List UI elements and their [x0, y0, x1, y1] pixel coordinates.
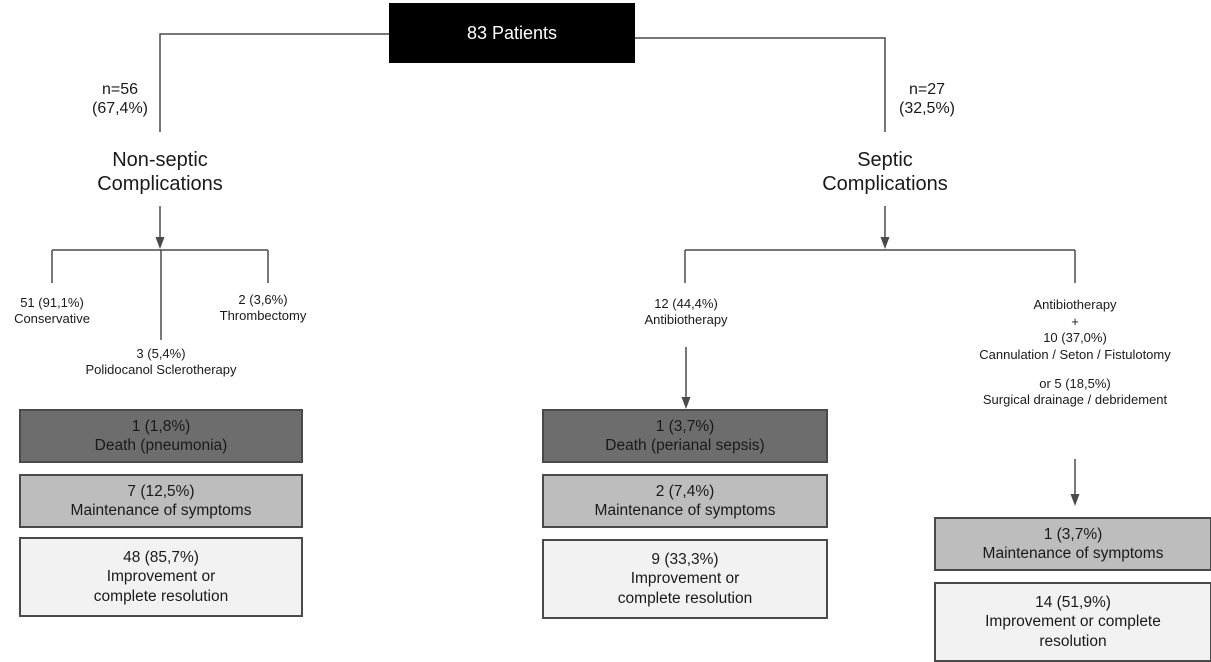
outcome-left-maintenance: 7 (12,5%) Maintenance of symptoms [19, 474, 303, 528]
septic-title-line1: Septic [857, 149, 913, 171]
outcome-left-improvement-count: 48 (85,7%) [123, 548, 199, 566]
outcome-left-death-label: Death (pneumonia) [94, 437, 228, 454]
root-label: 83 Patients [466, 22, 558, 43]
septic-title: Septic Complications [785, 148, 985, 196]
treatment-antibiotherapy: 12 (44,4%) Antibiotherapy [626, 296, 746, 327]
outcome-left-maintenance-label: Maintenance of symptoms [70, 502, 252, 519]
treatment-antibiotherapy-label: Antibiotherapy [644, 311, 728, 327]
left-n: n=56 [101, 81, 139, 98]
outcome-septic-improvement-label2: complete resolution [617, 589, 753, 607]
outcome-septic-improvement-label1: Improvement or [630, 570, 740, 588]
outcome-combined-maintenance-label: Maintenance of symptoms [982, 545, 1164, 562]
treatment-conservative-label: Conservative [14, 310, 90, 326]
treatment-drainage-label: Surgical drainage / debridement [982, 392, 1168, 408]
non-septic-title-line1: Non-septic [112, 149, 208, 171]
outcome-left-improvement-label1: Improvement or [106, 568, 216, 586]
root-node: 83 Patients [389, 3, 635, 63]
outcome-combined-improvement-count: 14 (51,9%) [1035, 593, 1111, 611]
outcome-left-improvement-label2: complete resolution [93, 587, 229, 605]
non-septic-title: Non-septic Complications [60, 148, 260, 196]
root-left-branch-line [159, 33, 389, 132]
outcome-combined-improvement-label1: Improvement or complete [985, 613, 1161, 631]
outcome-septic-improvement: 9 (33,3%) Improvement or complete resolu… [542, 539, 828, 619]
outcome-septic-death-label: Death (perianal sepsis) [605, 437, 765, 454]
treatment-thrombectomy-label: Thrombectomy [219, 307, 307, 323]
outcome-septic-death-count: 1 (3,7%) [655, 417, 715, 435]
treatment-thrombectomy-count: 2 (3,6%) [238, 292, 288, 307]
treatment-combined-count: 10 (37,0%) [1043, 330, 1107, 346]
outcome-left-maintenance-count: 7 (12,5%) [127, 482, 195, 500]
treatment-antibiotherapy-count: 12 (44,4%) [654, 296, 718, 311]
treatment-drainage-count: or 5 (18,5%) [1039, 375, 1111, 391]
outcome-left-death-count: 1 (1,8%) [131, 417, 191, 435]
right-n: n=27 [908, 81, 946, 98]
left-count-label: n=56 (67,4%) [85, 80, 155, 118]
septic-title-line2: Complications [822, 173, 948, 195]
outcome-septic-maintenance-count: 2 (7,4%) [655, 482, 715, 500]
outcome-left-death: 1 (1,8%) Death (pneumonia) [19, 409, 303, 463]
left-pct: (67,4%) [91, 100, 149, 118]
right-count-label: n=27 (32,5%) [892, 80, 962, 118]
outcome-septic-death: 1 (3,7%) Death (perianal sepsis) [542, 409, 828, 463]
treatment-sclerotherapy: 3 (5,4%) Polidocanol Sclerotherapy [66, 346, 256, 377]
outcome-septic-improvement-count: 9 (33,3%) [651, 550, 719, 568]
root-right-branch-line [635, 37, 886, 132]
outcome-septic-maintenance: 2 (7,4%) Maintenance of symptoms [542, 474, 828, 528]
outcome-septic-maintenance-label: Maintenance of symptoms [594, 502, 776, 519]
non-septic-title-line2: Complications [97, 173, 223, 195]
treatment-conservative: 51 (91,1%) Conservative [0, 295, 107, 326]
outcome-combined-maintenance: 1 (3,7%) Maintenance of symptoms [934, 517, 1211, 571]
treatment-thrombectomy: 2 (3,6%) Thrombectomy [205, 292, 321, 323]
treatment-combined-line1: Antibiotherapy [1033, 297, 1117, 312]
treatment-combined-label: Cannulation / Seton / Fistulotomy [979, 346, 1171, 362]
outcome-left-improvement: 48 (85,7%) Improvement or complete resol… [19, 537, 303, 617]
treatment-sclerotherapy-count: 3 (5,4%) [136, 346, 186, 361]
treatment-combined-plus: + [1071, 313, 1079, 329]
outcome-combined-improvement-label2: resolution [1039, 632, 1107, 650]
treatment-sclerotherapy-label: Polidocanol Sclerotherapy [85, 361, 237, 377]
outcome-combined-maintenance-count: 1 (3,7%) [1043, 525, 1103, 543]
right-pct: (32,5%) [898, 100, 956, 118]
outcome-combined-improvement: 14 (51,9%) Improvement or complete resol… [934, 582, 1211, 662]
treatment-combined: Antibiotherapy + 10 (37,0%) Cannulation … [962, 297, 1188, 409]
treatment-conservative-count: 51 (91,1%) [20, 295, 84, 310]
